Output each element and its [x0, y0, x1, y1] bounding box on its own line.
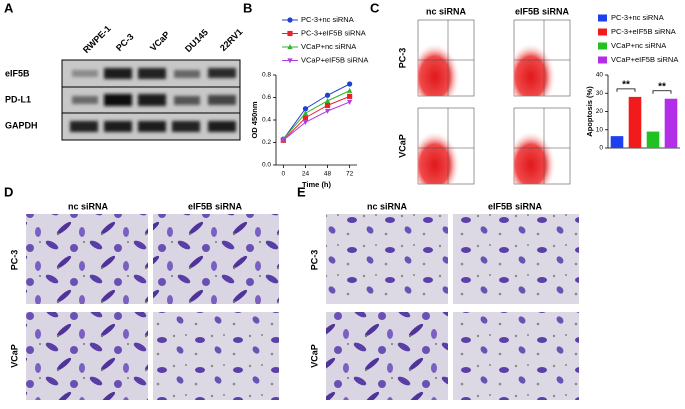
- row-label: VCaP: [309, 344, 319, 368]
- marker: [324, 102, 331, 108]
- series-line: [283, 101, 350, 141]
- row-label: PD-L1: [5, 94, 31, 104]
- legend-label: PC-3+eIF5B siRNA: [611, 27, 676, 36]
- y-tick-label: 30: [596, 90, 604, 97]
- marker: [324, 108, 331, 114]
- lane-label: 22RV1: [218, 27, 244, 53]
- row-label: eIF5B: [5, 68, 30, 78]
- series-line: [283, 95, 350, 141]
- row-label: PC-3: [309, 250, 319, 271]
- y-tick-label: 0: [599, 145, 603, 152]
- y-tick-label: 10: [596, 126, 604, 133]
- row-label: GAPDH: [5, 120, 38, 130]
- y-tick-label: 0.6: [262, 94, 271, 101]
- marker: [302, 110, 309, 116]
- legend-label: PC-3+nc siRNA: [301, 15, 354, 24]
- western-blot: [61, 59, 241, 141]
- marker: [302, 120, 309, 126]
- row-label: PC-3: [9, 250, 19, 271]
- lane-label: PC-3: [114, 32, 136, 54]
- series-line: [282, 90, 350, 140]
- legend-label: VCaP+eIF5B siRNA: [301, 55, 368, 64]
- y-tick-label: 40: [596, 72, 604, 79]
- row-label: PC-3: [397, 48, 407, 69]
- significance-bracket: [652, 90, 672, 94]
- panel-label: E: [297, 184, 306, 199]
- column-label: nc siRNA: [68, 201, 109, 211]
- marker: [347, 93, 353, 99]
- bar: [628, 96, 642, 148]
- marker: [347, 99, 353, 105]
- x-axis-label: Time (h): [302, 180, 332, 189]
- y-tick-label: 0.8: [262, 72, 271, 79]
- flow-plots: [417, 19, 571, 185]
- marker: [324, 92, 331, 98]
- bar: [646, 131, 660, 148]
- y-tick-label: 0.4: [262, 117, 271, 124]
- bar: [664, 98, 678, 148]
- marker: [287, 58, 293, 64]
- legend-label: VCaP+nc siRNA: [611, 41, 666, 50]
- marker: [287, 44, 293, 50]
- legend-label: VCaP+eIF5B siRNA: [611, 55, 678, 64]
- legend-swatch: [598, 28, 607, 36]
- x-tick-label: 48: [324, 171, 332, 178]
- annotation: **: [622, 80, 630, 91]
- column-label: eIF5B siRNA: [188, 201, 243, 211]
- marker: [302, 106, 309, 112]
- x-tick-label: 0: [282, 171, 286, 178]
- legend-swatch: [598, 56, 607, 64]
- legend-label: PC-3+eIF5B siRNA: [301, 28, 366, 37]
- lane-label: RWPE-1: [81, 23, 113, 55]
- legend-swatch: [598, 42, 607, 50]
- legend-swatch: [598, 14, 607, 22]
- marker: [324, 98, 331, 103]
- lane-label: DU145: [183, 27, 210, 54]
- legend-label: VCaP+nc siRNA: [301, 42, 356, 51]
- x-tick-label: 72: [346, 171, 354, 178]
- legend-label: PC-3+nc siRNA: [611, 13, 664, 22]
- lane-label: VCaP: [148, 29, 172, 53]
- series-line: [282, 83, 350, 140]
- annotation: **: [658, 81, 666, 92]
- marker: [287, 17, 293, 23]
- x-tick-label: 24: [302, 171, 310, 178]
- y-tick-label: 0.2: [262, 139, 271, 146]
- column-label: nc siRNA: [367, 201, 408, 211]
- column-label: eIF5B siRNA: [515, 6, 570, 16]
- marker: [280, 138, 286, 144]
- column-label: nc siRNA: [426, 6, 467, 16]
- marker: [347, 87, 353, 93]
- panel-label: D: [4, 184, 13, 199]
- marker: [347, 81, 353, 87]
- marker: [302, 115, 309, 121]
- y-axis-label: Apoptosis (%): [585, 86, 594, 137]
- row-label: VCaP: [397, 134, 407, 158]
- y-tick-label: 20: [596, 108, 604, 115]
- panel-label: B: [243, 0, 252, 15]
- panel-label: C: [370, 0, 380, 15]
- row-label: VCaP: [9, 344, 19, 368]
- panel-label: A: [4, 0, 14, 15]
- column-label: eIF5B siRNA: [488, 201, 543, 211]
- y-tick-label: 0.0: [262, 162, 271, 169]
- bar: [610, 136, 624, 148]
- microscopy: [26, 214, 579, 400]
- significance-bracket: [616, 88, 636, 92]
- marker: [287, 30, 293, 37]
- y-axis-label: OD 450nm: [250, 101, 259, 138]
